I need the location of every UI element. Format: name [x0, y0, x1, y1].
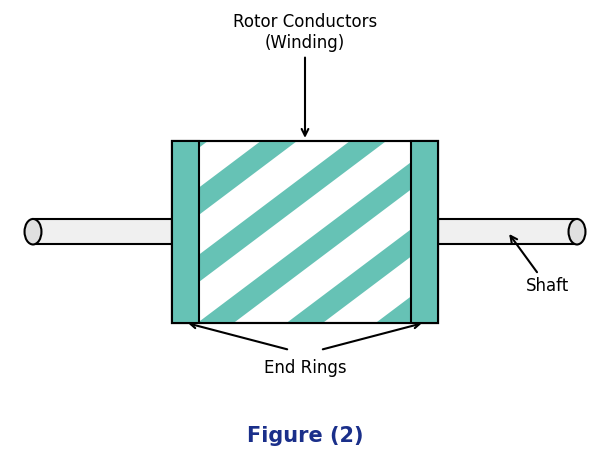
Polygon shape — [0, 0, 465, 462]
Bar — [411, 141, 438, 323]
Text: Shaft: Shaft — [511, 236, 569, 295]
Bar — [172, 141, 438, 323]
Bar — [172, 141, 199, 323]
Bar — [438, 219, 577, 244]
Polygon shape — [145, 0, 610, 462]
Bar — [172, 141, 438, 323]
Text: Rotor Conductors
(Winding): Rotor Conductors (Winding) — [233, 13, 377, 136]
Bar — [33, 219, 172, 244]
Polygon shape — [0, 0, 554, 462]
Text: Figure (2): Figure (2) — [247, 426, 363, 445]
Text: End Rings: End Rings — [264, 359, 346, 377]
Ellipse shape — [24, 219, 41, 244]
Polygon shape — [56, 0, 610, 462]
Ellipse shape — [569, 219, 586, 244]
